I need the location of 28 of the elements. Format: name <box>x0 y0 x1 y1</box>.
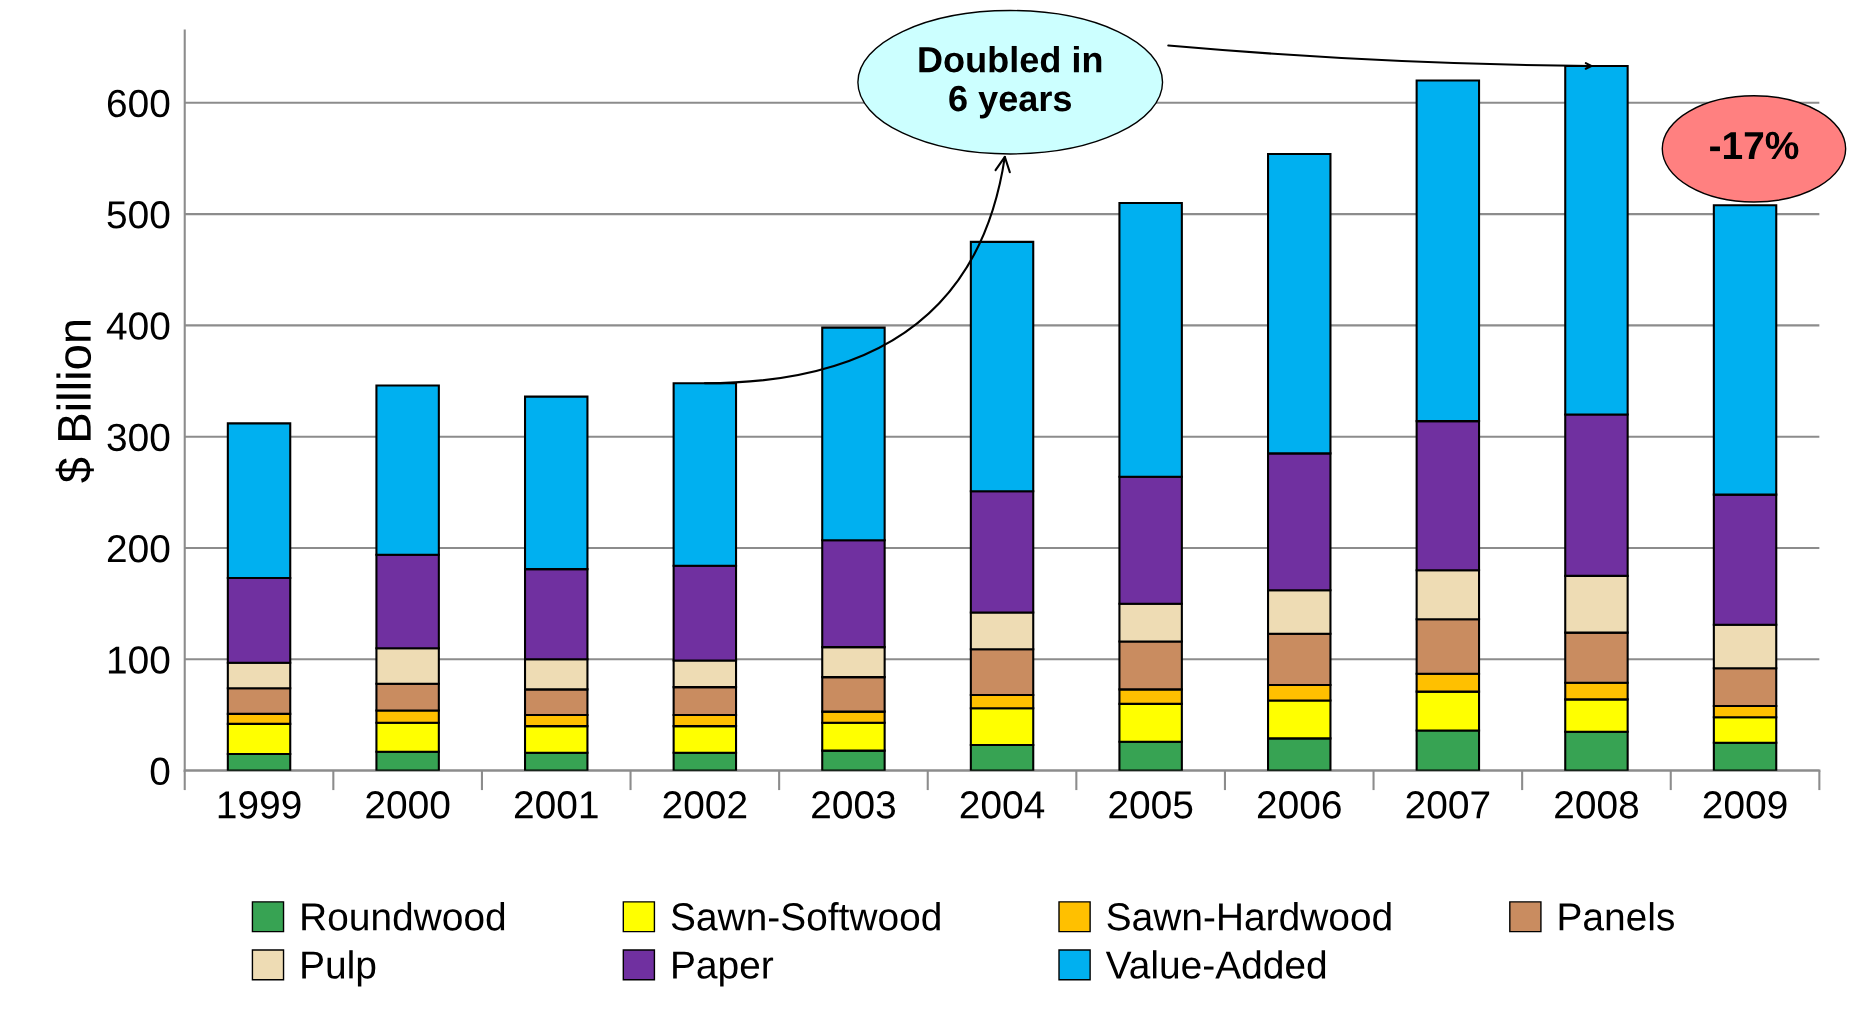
y-tick-label: 500 <box>107 201 170 229</box>
x-tick-label: 2006 <box>1257 791 1341 819</box>
x-tick-label: 2008 <box>1555 791 1639 819</box>
y-tick-label: 100 <box>108 646 170 674</box>
y-tick-label: 200 <box>107 534 170 563</box>
x-tick-label: 2004 <box>960 791 1045 819</box>
y-tick-label: 600 <box>107 89 170 118</box>
x-tick-label: 1999 <box>218 791 301 819</box>
y-tick-label: 0 <box>150 757 170 786</box>
x-tick-label: 2003 <box>812 791 895 819</box>
annotation: -17% <box>1710 131 1799 160</box>
x-tick-label: 2000 <box>366 791 450 819</box>
y-tick-label: 400 <box>106 312 170 340</box>
legend-label: Value-Added <box>1105 950 1326 979</box>
legend-label: Paper <box>673 951 774 987</box>
legend-label: Pulp <box>302 950 376 987</box>
x-tick-label: 2002 <box>663 791 747 819</box>
y-tick-label: 300 <box>107 423 170 452</box>
legend-label: Sawn-Hardwood <box>1107 902 1391 931</box>
y-axis-title: $ Billion <box>55 320 94 483</box>
x-tick-label: 2007 <box>1406 791 1490 819</box>
x-tick-label: 2005 <box>1109 791 1193 819</box>
x-tick-label: 2009 <box>1703 791 1787 819</box>
annotation: Doubled in 6 years <box>919 45 1102 119</box>
legend-label: Sawn-Softwood <box>671 902 940 931</box>
legend-label: Panels <box>1559 902 1674 931</box>
x-tick-label: 2001 <box>514 791 598 819</box>
legend-label: Roundwood <box>302 902 505 931</box>
